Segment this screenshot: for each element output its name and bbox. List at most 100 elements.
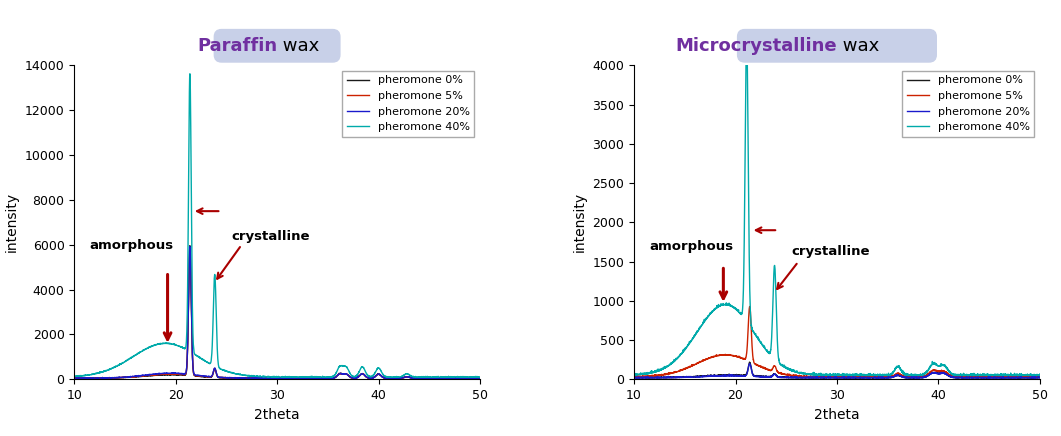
Y-axis label: intensity: intensity	[5, 192, 19, 252]
pheromone 40%	[1033, 371, 1046, 377]
pheromone 0%	[224, 375, 237, 381]
pheromone 5%	[115, 375, 127, 380]
pheromone 40%	[974, 373, 987, 378]
pheromone 20%	[473, 375, 486, 381]
X-axis label: 2theta: 2theta	[255, 408, 300, 422]
Line: pheromone 5%: pheromone 5%	[74, 252, 480, 378]
pheromone 0%	[982, 375, 995, 380]
pheromone 5%	[628, 374, 641, 379]
pheromone 20%	[1026, 375, 1039, 380]
Text: crystalline: crystalline	[792, 245, 870, 258]
pheromone 0%	[628, 375, 641, 380]
pheromone 0%	[674, 375, 686, 380]
pheromone 0%	[473, 375, 486, 381]
pheromone 0%	[68, 375, 81, 381]
pheromone 5%	[1026, 374, 1039, 379]
pheromone 0%	[698, 374, 711, 379]
pheromone 20%	[628, 375, 641, 380]
Text: Microcrystalline wax: Microcrystalline wax	[745, 37, 929, 55]
pheromone 40%	[184, 71, 196, 76]
pheromone 5%	[422, 375, 435, 381]
Line: pheromone 0%: pheromone 0%	[74, 245, 480, 378]
pheromone 40%	[982, 373, 995, 378]
Line: pheromone 0%: pheromone 0%	[634, 362, 1040, 378]
pheromone 5%	[674, 368, 686, 373]
pheromone 5%	[68, 375, 81, 381]
pheromone 5%	[422, 375, 435, 381]
pheromone 40%	[1026, 372, 1039, 377]
Text: amorphous: amorphous	[649, 240, 733, 253]
pheromone 20%	[466, 375, 479, 381]
pheromone 20%	[1033, 375, 1046, 380]
pheromone 40%	[138, 347, 151, 352]
Line: pheromone 5%: pheromone 5%	[634, 307, 1040, 377]
pheromone 5%	[241, 375, 254, 381]
Text: wax: wax	[277, 37, 319, 55]
pheromone 5%	[466, 375, 479, 381]
pheromone 40%	[674, 352, 686, 357]
Text: Paraffin: Paraffin	[197, 37, 277, 55]
Text: wax: wax	[837, 37, 880, 55]
pheromone 20%	[698, 374, 711, 379]
pheromone 40%	[466, 375, 479, 380]
Text: Microcrystalline: Microcrystalline	[675, 37, 837, 55]
pheromone 5%	[184, 249, 196, 255]
pheromone 0%	[973, 375, 986, 380]
pheromone 0%	[1026, 375, 1039, 380]
Text: crystalline: crystalline	[231, 230, 310, 243]
pheromone 0%	[138, 374, 151, 379]
pheromone 40%	[224, 370, 237, 375]
pheromone 40%	[68, 374, 81, 379]
pheromone 5%	[224, 375, 237, 380]
pheromone 0%	[1033, 375, 1046, 380]
pheromone 0%	[184, 243, 196, 248]
pheromone 40%	[783, 366, 796, 371]
pheromone 5%	[973, 375, 986, 380]
pheromone 20%	[783, 375, 796, 380]
X-axis label: 2theta: 2theta	[814, 408, 859, 422]
pheromone 20%	[674, 375, 686, 380]
pheromone 5%	[1033, 374, 1046, 379]
pheromone 40%	[473, 375, 486, 380]
pheromone 0%	[801, 375, 814, 380]
pheromone 20%	[68, 375, 81, 381]
pheromone 5%	[783, 373, 796, 378]
pheromone 5%	[138, 373, 151, 378]
Line: pheromone 40%: pheromone 40%	[74, 74, 480, 377]
Legend: pheromone 0%, pheromone 5%, pheromone 20%, pheromone 40%: pheromone 0%, pheromone 5%, pheromone 20…	[902, 71, 1034, 136]
pheromone 0%	[466, 375, 479, 381]
Legend: pheromone 0%, pheromone 5%, pheromone 20%, pheromone 40%: pheromone 0%, pheromone 5%, pheromone 20…	[343, 71, 474, 136]
pheromone 40%	[698, 319, 711, 324]
pheromone 40%	[422, 375, 435, 380]
pheromone 20%	[184, 244, 196, 249]
pheromone 0%	[783, 375, 796, 380]
pheromone 0%	[241, 375, 254, 381]
pheromone 0%	[422, 375, 435, 381]
Line: pheromone 40%: pheromone 40%	[634, 39, 1040, 375]
pheromone 20%	[224, 375, 237, 381]
pheromone 20%	[801, 375, 814, 380]
pheromone 5%	[801, 374, 814, 379]
pheromone 40%	[741, 36, 753, 41]
pheromone 20%	[241, 375, 254, 381]
pheromone 20%	[115, 375, 127, 380]
pheromone 0%	[423, 375, 436, 381]
pheromone 40%	[241, 373, 254, 378]
pheromone 40%	[801, 371, 814, 377]
pheromone 5%	[744, 304, 756, 309]
pheromone 20%	[744, 361, 756, 366]
pheromone 5%	[982, 375, 995, 380]
pheromone 40%	[628, 372, 641, 378]
Line: pheromone 20%: pheromone 20%	[74, 247, 480, 378]
Line: pheromone 20%: pheromone 20%	[634, 364, 1040, 378]
Text: amorphous: amorphous	[89, 239, 174, 252]
pheromone 20%	[422, 375, 435, 381]
Text: Paraffin wax: Paraffin wax	[222, 37, 333, 55]
pheromone 0%	[743, 360, 755, 365]
pheromone 5%	[473, 375, 486, 381]
pheromone 5%	[698, 358, 711, 363]
pheromone 20%	[973, 375, 986, 380]
pheromone 20%	[422, 375, 435, 381]
pheromone 40%	[115, 361, 127, 367]
pheromone 20%	[982, 375, 995, 380]
